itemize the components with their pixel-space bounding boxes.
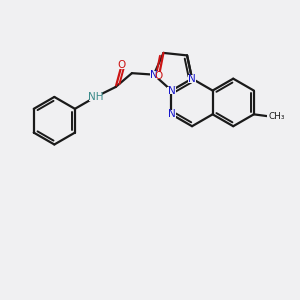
Bar: [89, 93, 102, 101]
Bar: [268, 113, 286, 121]
Text: N: N: [168, 85, 175, 96]
Text: N: N: [188, 74, 196, 84]
Text: N: N: [168, 109, 175, 119]
Text: N: N: [150, 70, 158, 80]
Bar: [167, 87, 175, 94]
Bar: [167, 110, 175, 118]
Bar: [118, 61, 126, 69]
Text: CH₃: CH₃: [269, 112, 285, 121]
Bar: [188, 75, 196, 83]
Text: O: O: [118, 60, 126, 70]
Bar: [155, 72, 163, 80]
Text: O: O: [155, 70, 163, 80]
Text: NH: NH: [88, 92, 103, 102]
Bar: [150, 71, 158, 79]
